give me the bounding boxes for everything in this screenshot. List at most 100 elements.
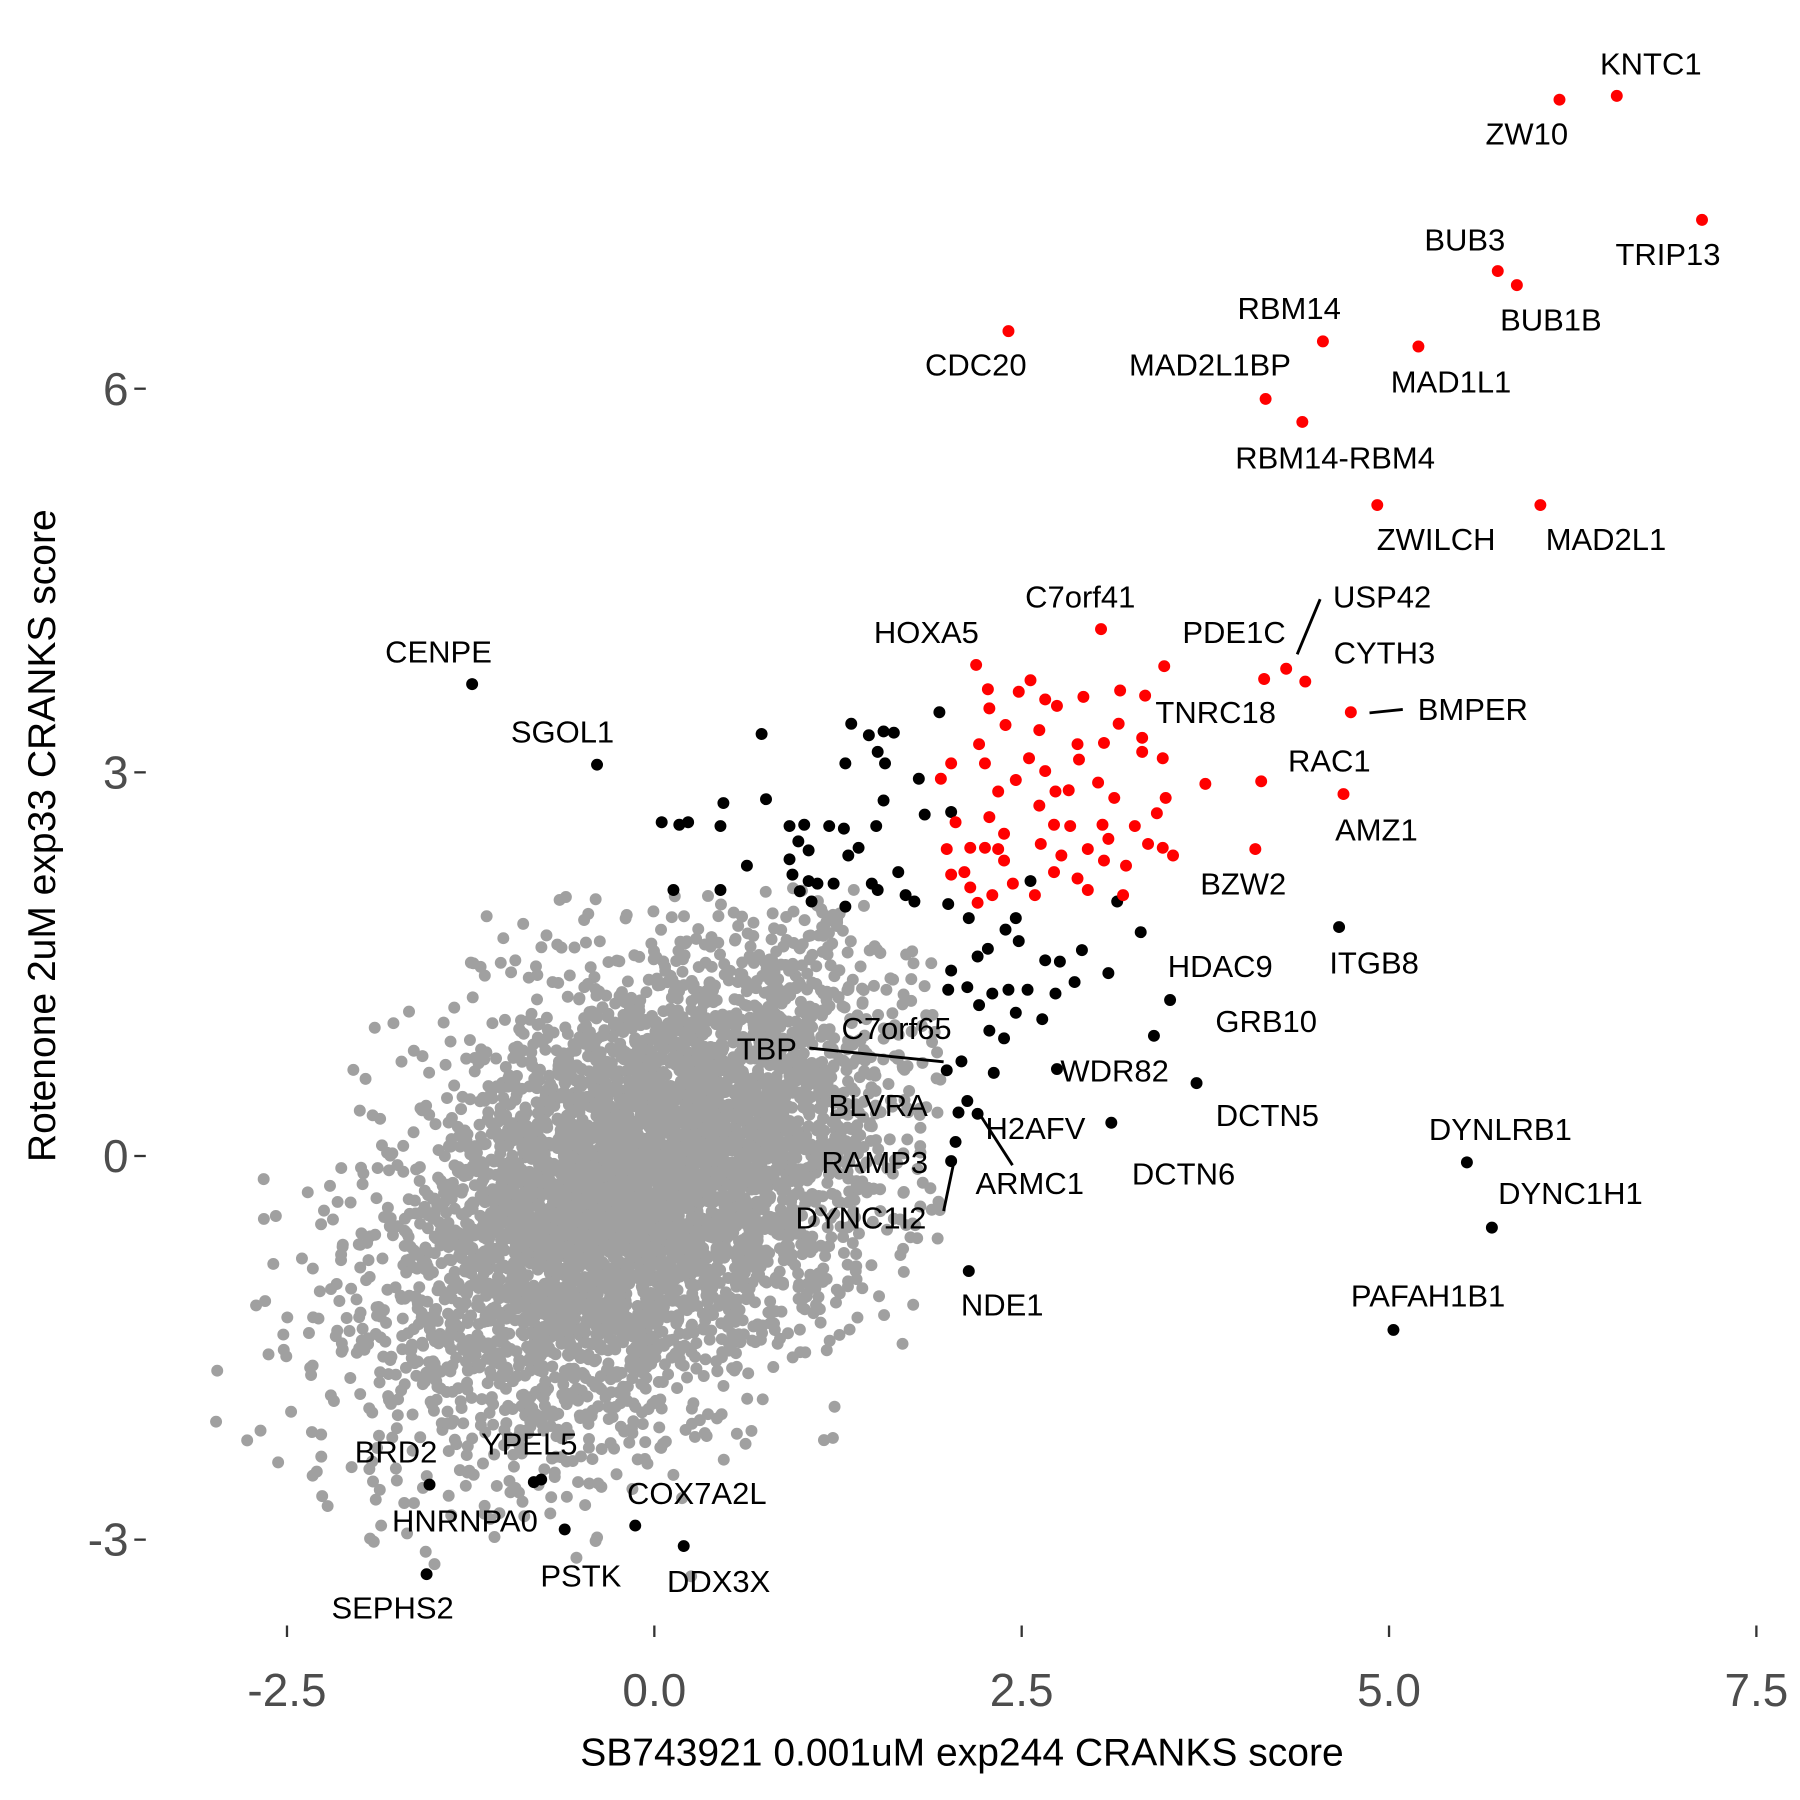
background-point bbox=[551, 938, 564, 951]
background-point bbox=[517, 917, 530, 930]
background-point bbox=[564, 1064, 577, 1077]
background-point bbox=[846, 1237, 859, 1250]
background-point bbox=[448, 1433, 461, 1446]
background-point bbox=[579, 936, 592, 949]
background-point bbox=[636, 1418, 649, 1430]
background-point bbox=[639, 1382, 652, 1395]
background-point bbox=[547, 1195, 560, 1208]
background-point bbox=[747, 1320, 760, 1333]
background-point bbox=[854, 960, 867, 973]
background-point bbox=[737, 1328, 750, 1341]
background-point bbox=[407, 1497, 420, 1510]
background-point bbox=[460, 1449, 473, 1462]
background-point bbox=[456, 1183, 469, 1196]
background-point bbox=[697, 1370, 710, 1382]
background-point bbox=[665, 911, 678, 924]
background-point bbox=[553, 893, 566, 906]
background-point bbox=[805, 1056, 818, 1069]
background-point bbox=[472, 1057, 485, 1070]
background-point bbox=[902, 1106, 915, 1119]
background-point bbox=[592, 1250, 605, 1263]
background-point bbox=[718, 1115, 731, 1128]
background-point bbox=[318, 1204, 330, 1217]
background-point bbox=[775, 923, 788, 936]
background-point bbox=[838, 1142, 851, 1155]
background-point bbox=[749, 1227, 762, 1240]
background-point bbox=[665, 1229, 678, 1242]
background-point bbox=[545, 1184, 557, 1196]
background-point bbox=[851, 1311, 864, 1324]
background-point bbox=[573, 1325, 586, 1338]
background-point bbox=[700, 1025, 713, 1038]
background-point bbox=[595, 1480, 608, 1493]
background-point bbox=[494, 1082, 507, 1095]
background-point bbox=[484, 1394, 497, 1407]
background-point bbox=[638, 1165, 651, 1178]
background-point bbox=[444, 1035, 457, 1048]
background-point bbox=[548, 1466, 561, 1479]
background-point bbox=[482, 1285, 494, 1298]
background-point bbox=[560, 1490, 573, 1503]
background-point bbox=[543, 1069, 556, 1082]
background-point bbox=[315, 1428, 328, 1441]
background-point bbox=[627, 1415, 640, 1428]
background-point bbox=[485, 1344, 498, 1357]
background-point bbox=[557, 1378, 570, 1391]
background-point bbox=[735, 972, 748, 985]
background-point bbox=[630, 1016, 643, 1029]
background-point bbox=[700, 1165, 713, 1178]
background-point bbox=[703, 1333, 716, 1346]
background-point bbox=[656, 1325, 669, 1338]
background-point bbox=[728, 993, 741, 1006]
background-point bbox=[619, 912, 632, 925]
background-point bbox=[762, 1306, 775, 1319]
background-point bbox=[537, 1035, 550, 1048]
background-point bbox=[743, 950, 756, 963]
background-point bbox=[891, 1156, 904, 1169]
background-point bbox=[774, 1203, 787, 1216]
background-point bbox=[865, 1081, 878, 1094]
background-point bbox=[409, 1207, 422, 1220]
background-point bbox=[654, 1393, 667, 1406]
background-point bbox=[538, 1463, 551, 1476]
background-point bbox=[874, 947, 887, 959]
background-point bbox=[518, 1110, 531, 1123]
background-point bbox=[756, 1393, 769, 1406]
background-point bbox=[621, 975, 634, 988]
background-point bbox=[931, 1046, 944, 1059]
background-point bbox=[689, 1350, 702, 1363]
background-point bbox=[821, 1221, 834, 1234]
background-point bbox=[540, 929, 553, 942]
background-point bbox=[595, 1218, 608, 1231]
background-point bbox=[396, 1330, 409, 1342]
background-point bbox=[373, 1429, 385, 1442]
background-point bbox=[464, 1093, 477, 1106]
background-point bbox=[631, 1196, 644, 1209]
background-point bbox=[707, 1218, 720, 1231]
background-point bbox=[658, 1067, 671, 1080]
background-point bbox=[840, 1064, 853, 1077]
background-point bbox=[345, 1282, 358, 1295]
background-point bbox=[479, 1426, 492, 1439]
background-point bbox=[717, 1126, 730, 1139]
background-point bbox=[813, 1303, 826, 1316]
background-point bbox=[759, 885, 772, 898]
background-point bbox=[732, 919, 745, 932]
background-point bbox=[490, 1479, 503, 1492]
background-point bbox=[514, 1025, 527, 1038]
background-point bbox=[741, 1160, 754, 1173]
background-point bbox=[679, 937, 692, 950]
background-point bbox=[782, 1135, 794, 1148]
background-point bbox=[762, 1000, 775, 1013]
background-point bbox=[331, 1195, 344, 1208]
background-point bbox=[516, 1252, 529, 1265]
background-point bbox=[473, 1361, 486, 1374]
background-point bbox=[686, 1278, 699, 1291]
background-point bbox=[591, 1312, 604, 1325]
background-point bbox=[561, 1027, 574, 1040]
background-point bbox=[540, 1121, 553, 1134]
background-point bbox=[782, 1327, 794, 1340]
background-point bbox=[407, 1126, 420, 1139]
background-point bbox=[369, 1493, 382, 1506]
background-point bbox=[777, 1032, 790, 1045]
